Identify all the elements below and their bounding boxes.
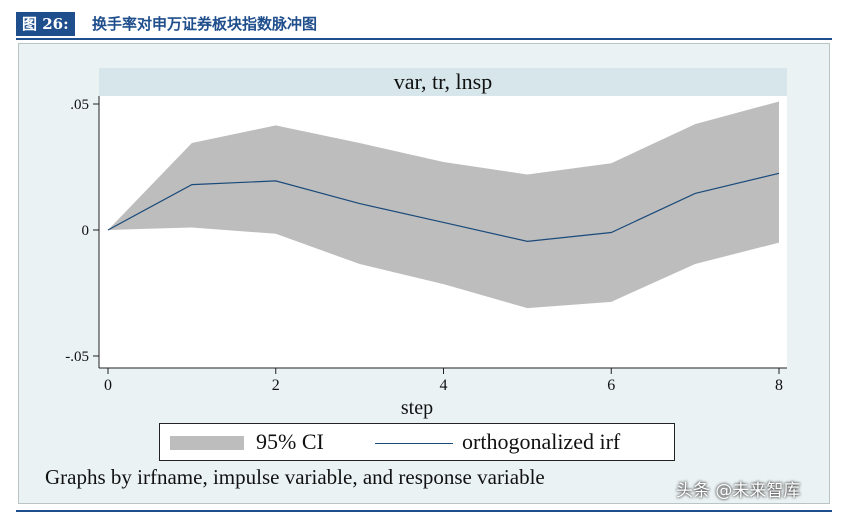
header-rule: [16, 38, 832, 40]
figure-header: 图 26: 换手率对申万证券板块指数脉冲图: [16, 10, 832, 40]
figure-title: 换手率对申万证券板块指数脉冲图: [92, 15, 318, 33]
x-tick-label: 6: [607, 377, 615, 394]
y-tick-label: -.05: [65, 349, 89, 365]
ci-band: [108, 101, 779, 309]
subtitle-strip: [99, 68, 787, 96]
x-axis-label: step: [401, 397, 433, 419]
x-tick-label: 0: [104, 377, 112, 394]
chart-panel: var, tr, lnsp -.05 0 .05 0 2 4 6 8 step 95% CI or…: [18, 43, 830, 504]
legend-ci-swatch: [170, 436, 244, 450]
legend-irf-label: orthogonalized irf: [462, 429, 621, 454]
legend: 95% CI orthogonalized irf: [159, 423, 675, 461]
x-tick-label: 2: [272, 377, 280, 394]
x-tick-label: 8: [775, 377, 783, 394]
footer-rule: [16, 510, 832, 512]
legend-irf-swatch: [375, 443, 453, 444]
x-tick-label: 4: [440, 377, 448, 394]
graph-caption: Graphs by irfname, impulse variable, and…: [45, 465, 545, 489]
y-tick-label: 0: [82, 223, 90, 239]
irf-chart: var, tr, lnsp -.05 0 .05 0 2 4 6 8 step: [65, 68, 787, 419]
legend-ci-label: 95% CI: [256, 429, 324, 454]
y-tick-label: .05: [70, 97, 89, 113]
irf-line: [107, 172, 780, 242]
chart-title: var, tr, lnsp: [394, 69, 492, 94]
figure-number: 图 26:: [16, 12, 75, 36]
watermark: 头条 @未来智库: [676, 481, 801, 501]
